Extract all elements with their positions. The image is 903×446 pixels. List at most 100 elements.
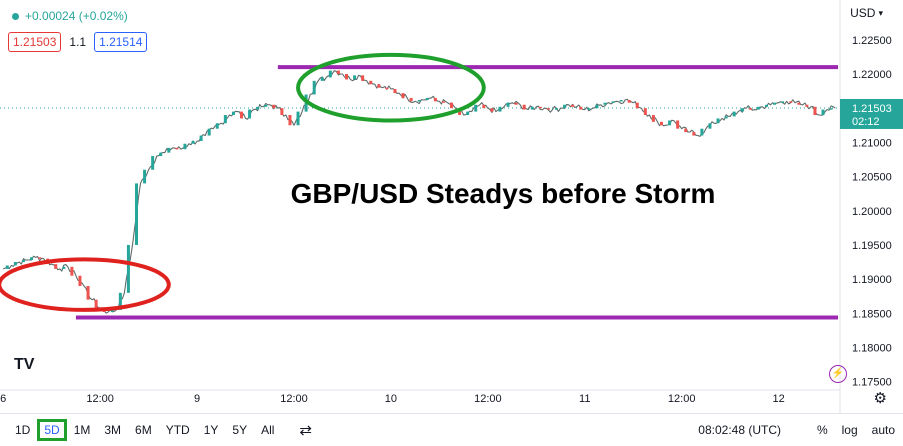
candle bbox=[62, 266, 66, 269]
candle bbox=[38, 257, 42, 259]
candle bbox=[450, 102, 453, 109]
candle bbox=[78, 275, 82, 286]
candle bbox=[555, 108, 558, 110]
candle bbox=[522, 104, 526, 110]
y-tick-label: 1.19500 bbox=[852, 240, 892, 252]
candle bbox=[13, 262, 17, 266]
candle bbox=[167, 147, 171, 153]
countdown-text: 02:12 bbox=[852, 116, 880, 128]
range-button-3m[interactable]: 3M bbox=[104, 423, 122, 437]
candle bbox=[417, 99, 421, 102]
candle bbox=[207, 128, 211, 136]
candle bbox=[506, 102, 510, 107]
candle bbox=[571, 104, 575, 107]
currency-selector[interactable]: USD ▾ bbox=[850, 6, 883, 20]
candle bbox=[813, 106, 817, 116]
candle bbox=[433, 97, 437, 102]
candle bbox=[256, 106, 260, 110]
range-button-1d[interactable]: 1D bbox=[15, 423, 31, 437]
candle bbox=[732, 111, 736, 117]
percent-toggle[interactable]: % bbox=[816, 423, 828, 437]
candle bbox=[118, 292, 122, 310]
candle bbox=[248, 109, 252, 119]
candle bbox=[272, 104, 276, 109]
candle bbox=[21, 259, 25, 263]
candle bbox=[546, 108, 550, 110]
auto-toggle[interactable]: auto bbox=[871, 423, 895, 437]
candle bbox=[425, 97, 429, 100]
range-button-5d[interactable]: 5D bbox=[37, 419, 67, 441]
range-button-1m[interactable]: 1M bbox=[73, 423, 91, 437]
range-button-ytd[interactable]: YTD bbox=[165, 423, 190, 437]
candle bbox=[829, 108, 833, 110]
x-tick-label: 12:00 bbox=[668, 393, 696, 405]
calendar-icon[interactable]: ⇄ bbox=[299, 422, 312, 439]
candle bbox=[288, 115, 292, 126]
candle bbox=[296, 111, 300, 126]
candle bbox=[175, 147, 179, 150]
range-button-1y[interactable]: 1Y bbox=[203, 423, 219, 437]
candle bbox=[361, 75, 365, 81]
candle bbox=[353, 75, 357, 80]
candle bbox=[781, 101, 785, 103]
candle bbox=[668, 120, 672, 126]
x-tick-label: 10 bbox=[385, 393, 397, 405]
range-button-all[interactable]: All bbox=[261, 423, 275, 437]
candle bbox=[514, 102, 518, 105]
bottom-toolbar: 1D 5D 1M 3M 6M YTD 1Y 5Y All ⇄ 08:02:48 (UTC) % … bbox=[0, 413, 903, 446]
x-tick-label: 9 bbox=[194, 393, 200, 405]
green-ellipse-annotation bbox=[296, 52, 486, 123]
candle bbox=[530, 106, 534, 110]
y-tick-label: 1.19000 bbox=[852, 274, 892, 286]
lightning-icon[interactable]: ⚡ bbox=[829, 365, 847, 383]
x-tick-label: 11 bbox=[579, 393, 590, 405]
candle bbox=[660, 121, 663, 126]
y-tick-label: 1.22500 bbox=[852, 35, 892, 47]
candle bbox=[223, 115, 227, 124]
candle bbox=[684, 128, 688, 133]
candle bbox=[143, 169, 147, 184]
buy-price-button[interactable]: 1.21514 bbox=[94, 32, 148, 52]
candle bbox=[651, 115, 655, 122]
candle bbox=[579, 106, 583, 110]
y-tick-label: 1.20500 bbox=[852, 172, 892, 184]
y-tick-label: 1.21000 bbox=[852, 137, 892, 149]
candle bbox=[748, 108, 752, 110]
candle bbox=[30, 257, 33, 260]
y-tick-label: 1.18500 bbox=[852, 308, 892, 320]
status-dot-icon bbox=[12, 12, 19, 20]
candle bbox=[199, 135, 203, 142]
candle bbox=[86, 285, 90, 300]
candle bbox=[54, 264, 58, 269]
candle bbox=[474, 104, 478, 112]
candle bbox=[563, 104, 567, 109]
candle bbox=[385, 87, 389, 90]
range-button-5y[interactable]: 5Y bbox=[232, 423, 248, 437]
clock-readout: 08:02:48 (UTC) bbox=[698, 423, 781, 437]
range-buttons: 1D 5D 1M 3M 6M YTD 1Y 5Y All bbox=[8, 419, 281, 441]
candle bbox=[328, 70, 332, 78]
candle bbox=[692, 132, 696, 136]
candle bbox=[643, 108, 647, 116]
current-price-badge bbox=[840, 98, 903, 129]
candle bbox=[466, 111, 470, 116]
candle bbox=[336, 70, 340, 74]
candle bbox=[369, 80, 373, 85]
range-button-6m[interactable]: 6M bbox=[135, 423, 152, 437]
legend: +0.00024 (+0.02%) bbox=[12, 6, 128, 26]
candle bbox=[635, 102, 639, 109]
chart-title: GBP/USD Steadys before Storm bbox=[291, 178, 716, 209]
scale-options: % log auto bbox=[817, 414, 895, 446]
sell-price-button[interactable]: 1.21503 bbox=[8, 32, 62, 52]
candle bbox=[70, 266, 74, 276]
candle bbox=[538, 106, 542, 109]
log-toggle[interactable]: log bbox=[841, 423, 858, 437]
gear-icon[interactable]: ⚙ bbox=[873, 390, 887, 407]
y-tick-label: 1.18000 bbox=[852, 343, 892, 355]
candle bbox=[716, 118, 720, 124]
candle bbox=[409, 97, 413, 102]
candle bbox=[821, 109, 825, 116]
candle bbox=[789, 101, 793, 103]
candle bbox=[401, 93, 405, 98]
